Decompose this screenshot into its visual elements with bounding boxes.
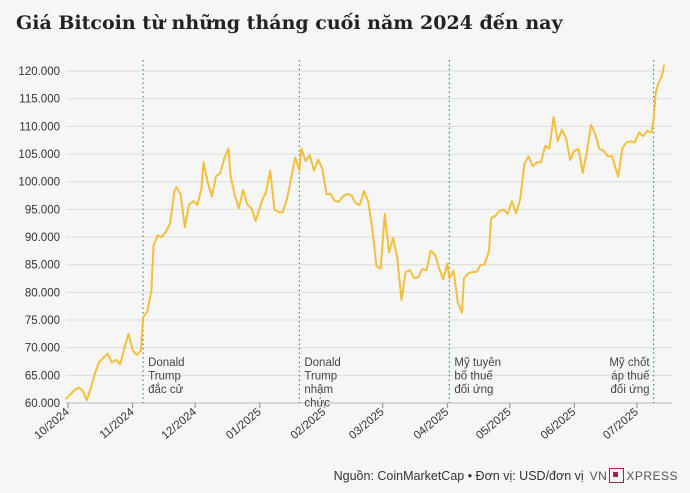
chart-title: Giá Bitcoin từ những tháng cuối năm 2024… — [16, 12, 563, 34]
x-tick-label: 10/2024 — [32, 406, 72, 442]
event-markers: Donald Trump đắc cử Donald Trump nhậm chức Mỹ t… — [142, 60, 655, 410]
source-note: Nguồn: CoinMarketCap • Đơn vị: USD/đơn v… — [333, 468, 584, 483]
x-axis: 10/2024 11/2024 12/2024 01/2025 02/2025 03/20… — [32, 402, 672, 442]
event-label: Mỹ chốt áp thuế đối ứng — [609, 357, 650, 396]
vnexpress-logo: VN XPRESS — [589, 468, 678, 483]
event-label: Donald Trump đắc cử — [148, 357, 184, 396]
event-label: Donald Trump nhậm chức — [304, 357, 340, 410]
y-tick-label: 105.000 — [18, 149, 60, 161]
event-label: Mỹ tuyên bố thuế đối ứng — [454, 357, 501, 396]
y-tick-label: 75.000 — [25, 315, 60, 327]
y-tick-label: 80.000 — [25, 287, 60, 299]
x-tick-label: 03/2025 — [347, 406, 387, 442]
y-tick-label: 95.000 — [25, 204, 60, 216]
y-axis: 60.000 65.000 70.000 75.000 80.000 85.000 90.0… — [18, 66, 60, 410]
price-line — [65, 64, 665, 402]
y-tick-label: 60.000 — [25, 398, 60, 410]
chart-footer: Nguồn: CoinMarketCap • Đơn vị: USD/đơn v… — [334, 468, 678, 483]
x-tick-label: 05/2025 — [474, 406, 514, 442]
x-tick-label: 07/2025 — [601, 406, 641, 442]
x-tick-label: 01/2025 — [224, 406, 264, 442]
x-tick-label: 06/2025 — [539, 406, 579, 442]
x-tick-label: 04/2025 — [412, 406, 452, 442]
y-tick-label: 120.000 — [18, 66, 60, 78]
y-tick-label: 65.000 — [25, 370, 60, 382]
y-tick-label: 70.000 — [25, 343, 60, 355]
y-tick-label: 110.000 — [19, 121, 60, 133]
y-tick-label: 90.000 — [25, 232, 60, 244]
x-tick-label: 11/2024 — [98, 406, 137, 442]
x-tick-label: 02/2025 — [289, 406, 329, 442]
y-tick-label: 85.000 — [25, 260, 60, 272]
y-tick-label: 115.000 — [19, 94, 60, 106]
x-tick-label: 12/2024 — [160, 406, 200, 442]
grid-lines — [66, 70, 672, 404]
y-tick-label: 100.000 — [18, 177, 60, 189]
